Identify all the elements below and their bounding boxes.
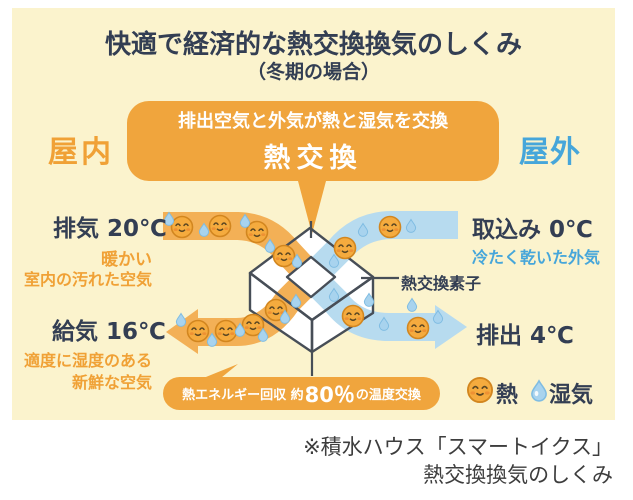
heat-smiley-icon xyxy=(214,319,238,343)
banner-main-text: 熱交換 xyxy=(263,143,363,174)
legend-moisture-drop-icon xyxy=(531,380,547,402)
legend-heat-label: 熱 xyxy=(496,383,519,408)
outdoor-label: 屋外 xyxy=(519,135,581,170)
recovery-prefix: 熱エネルギー回収 約 xyxy=(182,388,304,403)
heat-smiley-icon xyxy=(333,236,357,260)
moisture-drop-icon xyxy=(406,298,418,312)
recovery-suffix: の温度交換 xyxy=(355,388,421,403)
element-label: 熱交換素子 xyxy=(401,274,482,293)
supply-label: 給気 16℃ xyxy=(52,319,166,345)
heat-smiley-icon xyxy=(186,319,210,343)
heat-smiley-icon xyxy=(341,304,365,328)
moisture-drop-icon xyxy=(175,313,187,327)
exhaust-out-label: 排出 4℃ xyxy=(476,323,574,349)
legend-moisture-label: 湿気 xyxy=(549,383,594,408)
heat-exchange-banner: 排出空気と外気が熱と湿気を交換 熱交換 xyxy=(127,101,499,181)
intake-desc: 冷たく乾いた外気 xyxy=(472,248,601,267)
exhaust-in-label: 排気 20℃ xyxy=(53,216,167,242)
page-title: 快適で経済的な熱交換換気のしくみ xyxy=(104,30,523,60)
heat-smiley-icon xyxy=(406,316,430,340)
intake-label: 取込み 0℃ xyxy=(472,217,593,243)
discharge-arrowhead xyxy=(435,305,467,349)
recovery-banner-pointer xyxy=(196,364,238,382)
page-subtitle: （冬期の場合） xyxy=(246,61,380,83)
recovery-banner: 熱エネルギー回収 約 80％ の温度交換 xyxy=(163,377,440,410)
caption-line2: 熱交換換気のしくみ xyxy=(423,463,613,487)
supply-desc1: 適度に湿度のある xyxy=(23,351,152,370)
caption-line1: ※積水ハウス「スマートイクス」 xyxy=(303,435,613,459)
heat-smiley-icon xyxy=(272,244,296,268)
recovery-value: 80％ xyxy=(304,382,355,407)
supply-desc2: 新鮮な空気 xyxy=(71,373,152,392)
heat-smiley-icon xyxy=(208,214,232,238)
heat-smiley-icon xyxy=(170,215,194,239)
exhaust-in-desc2: 室内の汚れた空気 xyxy=(23,270,152,289)
heat-smiley-icon xyxy=(378,215,402,239)
legend-heat-smiley-icon xyxy=(467,377,493,403)
exhaust-in-desc1: 暖かい xyxy=(101,250,152,270)
banner-subtext: 排出空気と外気が熱と湿気を交換 xyxy=(178,111,448,132)
supply-arrowhead xyxy=(166,309,198,354)
banner-pointer xyxy=(298,181,326,234)
indoor-label: 屋内 xyxy=(48,135,114,170)
